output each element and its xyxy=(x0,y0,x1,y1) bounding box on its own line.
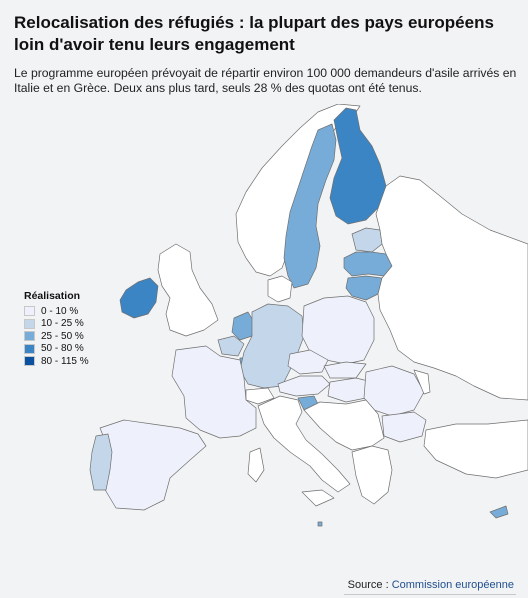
region-uk[interactable] xyxy=(157,243,219,337)
legend-label: 50 - 80 % xyxy=(41,343,84,355)
region-netherlands[interactable] xyxy=(231,311,255,341)
page-title: Relocalisation des réfugiés : la plupart… xyxy=(14,13,494,54)
region-austria[interactable] xyxy=(277,375,331,397)
region-moldova[interactable] xyxy=(413,369,431,395)
region-balkans[interactable] xyxy=(303,399,385,451)
legend-swatch xyxy=(24,318,35,329)
region-finland[interactable] xyxy=(329,107,387,225)
region-malta[interactable] xyxy=(317,521,323,527)
source-divider xyxy=(344,594,516,595)
legend-label: 10 - 25 % xyxy=(41,318,84,330)
legend-swatch xyxy=(24,356,35,367)
legend-label: 0 - 10 % xyxy=(41,305,79,317)
region-germany[interactable] xyxy=(239,303,305,389)
region-spain[interactable] xyxy=(99,419,207,511)
region-greece[interactable] xyxy=(351,445,393,505)
region-lithuania[interactable] xyxy=(345,275,383,301)
legend-item: 50 - 80 % xyxy=(24,343,89,356)
europe-map xyxy=(89,104,528,527)
legend-swatch xyxy=(24,343,35,354)
legend-swatch xyxy=(24,306,35,317)
legend-item: 25 - 50 % xyxy=(24,330,89,343)
region-czech[interactable] xyxy=(287,349,329,375)
legend-title: Réalisation xyxy=(24,290,81,302)
source-prefix: Source : xyxy=(347,579,392,591)
region-slovakia[interactable] xyxy=(323,361,367,379)
source-credit: Source : Commission européenne xyxy=(348,579,514,591)
legend-item: 80 - 115 % xyxy=(24,355,89,368)
region-poland[interactable] xyxy=(301,295,375,365)
source-link[interactable]: Commission européenne xyxy=(391,579,514,591)
region-bulgaria[interactable] xyxy=(381,411,427,443)
region-france[interactable] xyxy=(171,345,257,439)
legend-label: 25 - 50 % xyxy=(41,330,84,342)
legend-item: 10 - 25 % xyxy=(24,318,89,331)
region-belgium[interactable] xyxy=(217,335,245,357)
region-sweden[interactable] xyxy=(283,123,337,289)
legend-label: 80 - 115 % xyxy=(41,355,89,367)
page-subtitle: Le programme européen prévoyait de répar… xyxy=(14,66,517,95)
region-denmark[interactable] xyxy=(267,275,293,303)
region-cyprus[interactable] xyxy=(489,505,509,519)
map-legend: Réalisation 0 - 10 % 10 - 25 % 25 - 50 %… xyxy=(24,290,89,368)
region-sardinia[interactable] xyxy=(247,447,265,483)
region-italy[interactable] xyxy=(257,395,351,493)
region-sicily[interactable] xyxy=(301,489,335,507)
region-latvia[interactable] xyxy=(343,251,393,277)
region-russia-belarus-ukraine[interactable] xyxy=(375,175,528,401)
legend-swatch xyxy=(24,331,35,342)
region-turkey[interactable] xyxy=(423,419,528,479)
region-portugal[interactable] xyxy=(89,433,113,491)
region-ireland[interactable] xyxy=(119,277,159,319)
legend-item: 0 - 10 % xyxy=(24,305,89,318)
region-estonia[interactable] xyxy=(351,227,383,253)
